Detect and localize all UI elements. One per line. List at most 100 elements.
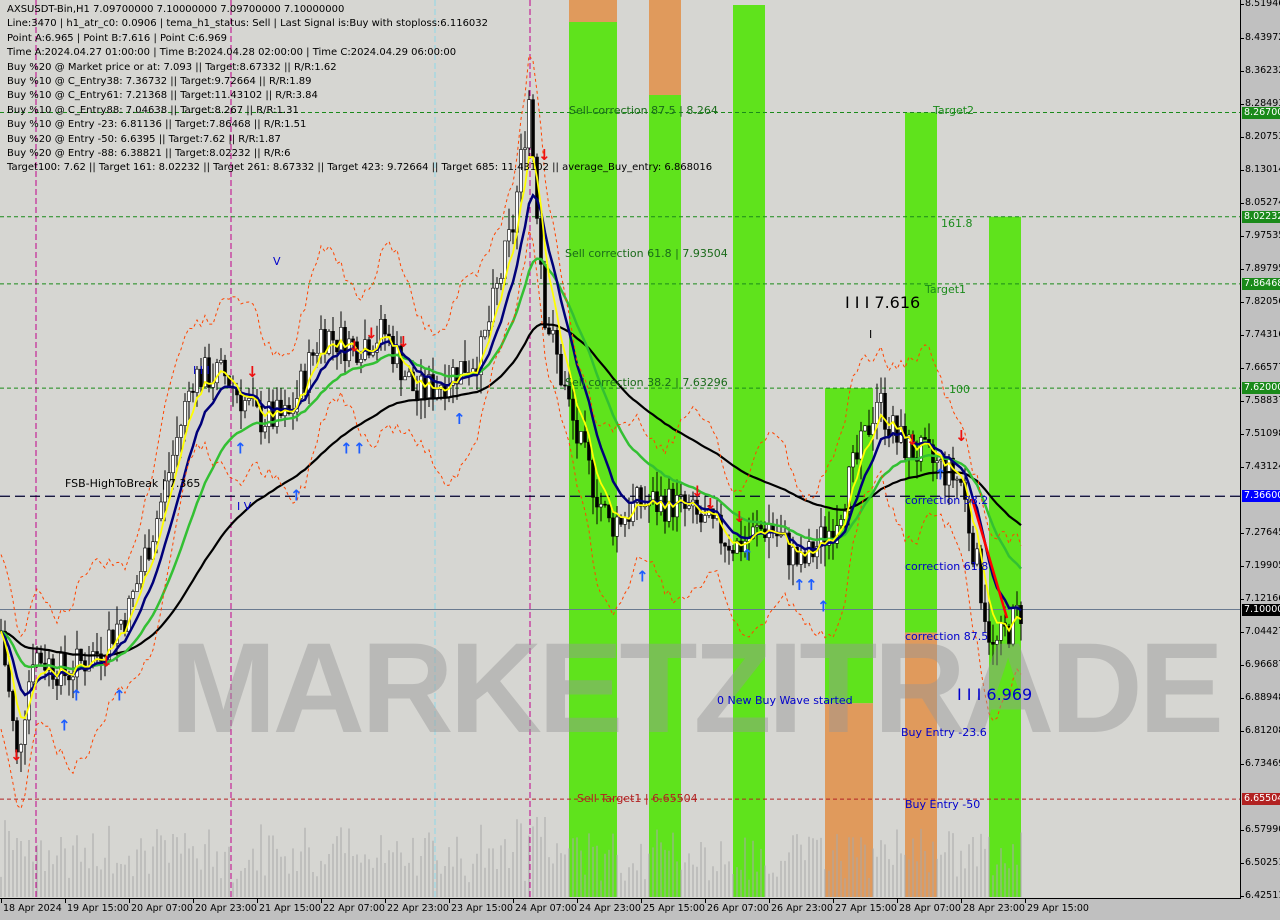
chart-annotation: Sell correction 38.2 | 7.63296	[565, 375, 728, 389]
candle	[263, 426, 267, 433]
chart-annotation: I	[869, 327, 873, 341]
candle	[559, 353, 563, 386]
price-tick-label: 8.13014	[1239, 164, 1280, 175]
indicator-info-panel: AXSUSDT-Bin,H1 7.09700000 7.10000000 7.0…	[7, 3, 712, 176]
zone-green	[649, 5, 681, 897]
candle	[131, 591, 135, 599]
candle	[115, 623, 119, 644]
candle	[615, 516, 619, 537]
candle	[539, 218, 543, 265]
price-tick-label: 6.81208	[1239, 725, 1280, 736]
candle	[139, 571, 143, 585]
price-tick-label: 7.19905	[1239, 560, 1280, 571]
candle	[791, 546, 795, 566]
candle	[779, 534, 783, 537]
candle	[739, 540, 743, 553]
candle	[975, 548, 979, 565]
candle	[407, 371, 411, 377]
candle	[907, 434, 911, 459]
candle	[743, 540, 747, 553]
candle	[987, 621, 991, 643]
chart-annotation: correction 87.5	[905, 630, 989, 644]
time-tick-label: 18 Apr 2024	[1, 899, 62, 914]
info-line: Buy %20 @ Entry -50: 6.6395 || Target:7.…	[7, 133, 281, 145]
candle	[203, 357, 207, 388]
price-level-tag: 7.36600	[1242, 490, 1280, 503]
time-axis[interactable]: 18 Apr 2024 19 Apr 15:00 20 Apr 07:00 20 Ap…	[0, 899, 1240, 920]
sell-arrow-icon: ↓	[691, 482, 704, 500]
candle	[191, 390, 195, 393]
chart-annotation: 161.8	[941, 217, 973, 231]
info-line: Buy %10 @ C_Entry61: 7.21368 || Target:1…	[7, 90, 318, 102]
price-tick-label: 7.04427	[1239, 626, 1280, 637]
candle	[23, 719, 27, 745]
candle	[959, 478, 963, 483]
info-line: Line:3470 | h1_atr_c0: 0.0906 | tema_h1_…	[7, 18, 489, 30]
time-tick-label: 21 Apr 15:00	[257, 899, 321, 914]
buy-arrow-icon: ↑	[113, 687, 126, 705]
candle	[855, 452, 859, 460]
sell-arrow-icon: ↓	[246, 363, 259, 381]
candle	[595, 496, 599, 508]
candle	[463, 361, 467, 373]
candle	[99, 653, 103, 662]
candle	[635, 487, 639, 503]
price-level-tag: 8.02232	[1242, 210, 1280, 223]
price-level-tag: 6.65504	[1242, 793, 1280, 806]
time-tick-label: 22 Apr 07:00	[321, 899, 385, 914]
chart-canvas: ↑↑ ↑↑↑↑ ↑↑↑↑↑ ↑↑↑↓↓↓↓↓ ↓↓↓↓↓↓ ↓	[0, 0, 1240, 898]
candle	[883, 392, 887, 430]
candle	[411, 371, 415, 392]
candle	[11, 691, 15, 721]
buy-arrow-icon: ↑	[636, 567, 649, 585]
time-tick-label: 26 Apr 07:00	[705, 899, 769, 914]
candle	[179, 425, 183, 438]
candle	[107, 629, 111, 661]
info-line: Buy %10 @ C_Entry38: 7.36732 || Target:9…	[7, 76, 312, 88]
buy-arrow-icon: ↑	[453, 410, 466, 428]
buy-arrow-icon: ↑	[805, 576, 818, 594]
candle	[591, 459, 595, 498]
candle	[299, 370, 303, 399]
candle	[875, 402, 879, 424]
ma-yellow-line	[0, 156, 1022, 720]
candle	[803, 552, 807, 564]
candle	[311, 352, 315, 356]
candle	[367, 339, 371, 356]
price-tick-label: 7.89795	[1239, 263, 1280, 274]
candle	[247, 398, 251, 401]
candle	[955, 478, 959, 481]
candle	[879, 392, 883, 403]
zone-green	[989, 216, 1021, 897]
info-line: AXSUSDT-Bin,H1 7.09700000 7.10000000 7.0…	[7, 4, 345, 15]
time-tick-label: 24 Apr 23:00	[577, 899, 641, 914]
price-level-tag: 8.26700	[1242, 106, 1280, 119]
candle	[243, 400, 247, 412]
candle	[799, 552, 803, 565]
candle	[995, 640, 999, 645]
chart-annotation: Buy Entry -50	[905, 798, 981, 812]
candle	[183, 401, 187, 426]
candle	[703, 515, 707, 523]
candle	[563, 384, 567, 387]
candle	[919, 437, 923, 462]
candle	[219, 359, 223, 363]
candle	[847, 466, 851, 512]
price-axis[interactable]: 8.51946 8.43972 8.36232 8.28493 8.20753 8.130…	[1239, 0, 1280, 901]
watermark-logo: MARKETZITRADE	[170, 617, 1224, 760]
chart-annotation: Target2	[933, 104, 975, 118]
chart-annotation: I V	[237, 500, 252, 514]
time-tick-label: 19 Apr 15:00	[65, 899, 129, 914]
candle	[675, 495, 679, 518]
candle	[155, 518, 159, 543]
candle	[667, 488, 671, 522]
chart-annotation: Buy Entry -23.6	[901, 726, 987, 740]
chart-plot-area[interactable]: ↑ ↑ ↑ ↑ ↑ ↑ ↑ ↑ ↑ ↑ ↑ ↑ ↑ ↑ ↓ ↓ ↓ ↓ ↓ ↓ ↓ ↓ ↓ ↓ ↓ ↓ MARKETZITRADE…	[0, 0, 1241, 899]
candle	[387, 333, 391, 337]
candle	[871, 423, 875, 436]
zone-orange-cap	[569, 0, 617, 22]
candle	[599, 503, 603, 508]
ma-green-line	[0, 257, 1022, 671]
price-tick-label: 8.43972	[1239, 32, 1280, 43]
candle	[187, 390, 191, 402]
